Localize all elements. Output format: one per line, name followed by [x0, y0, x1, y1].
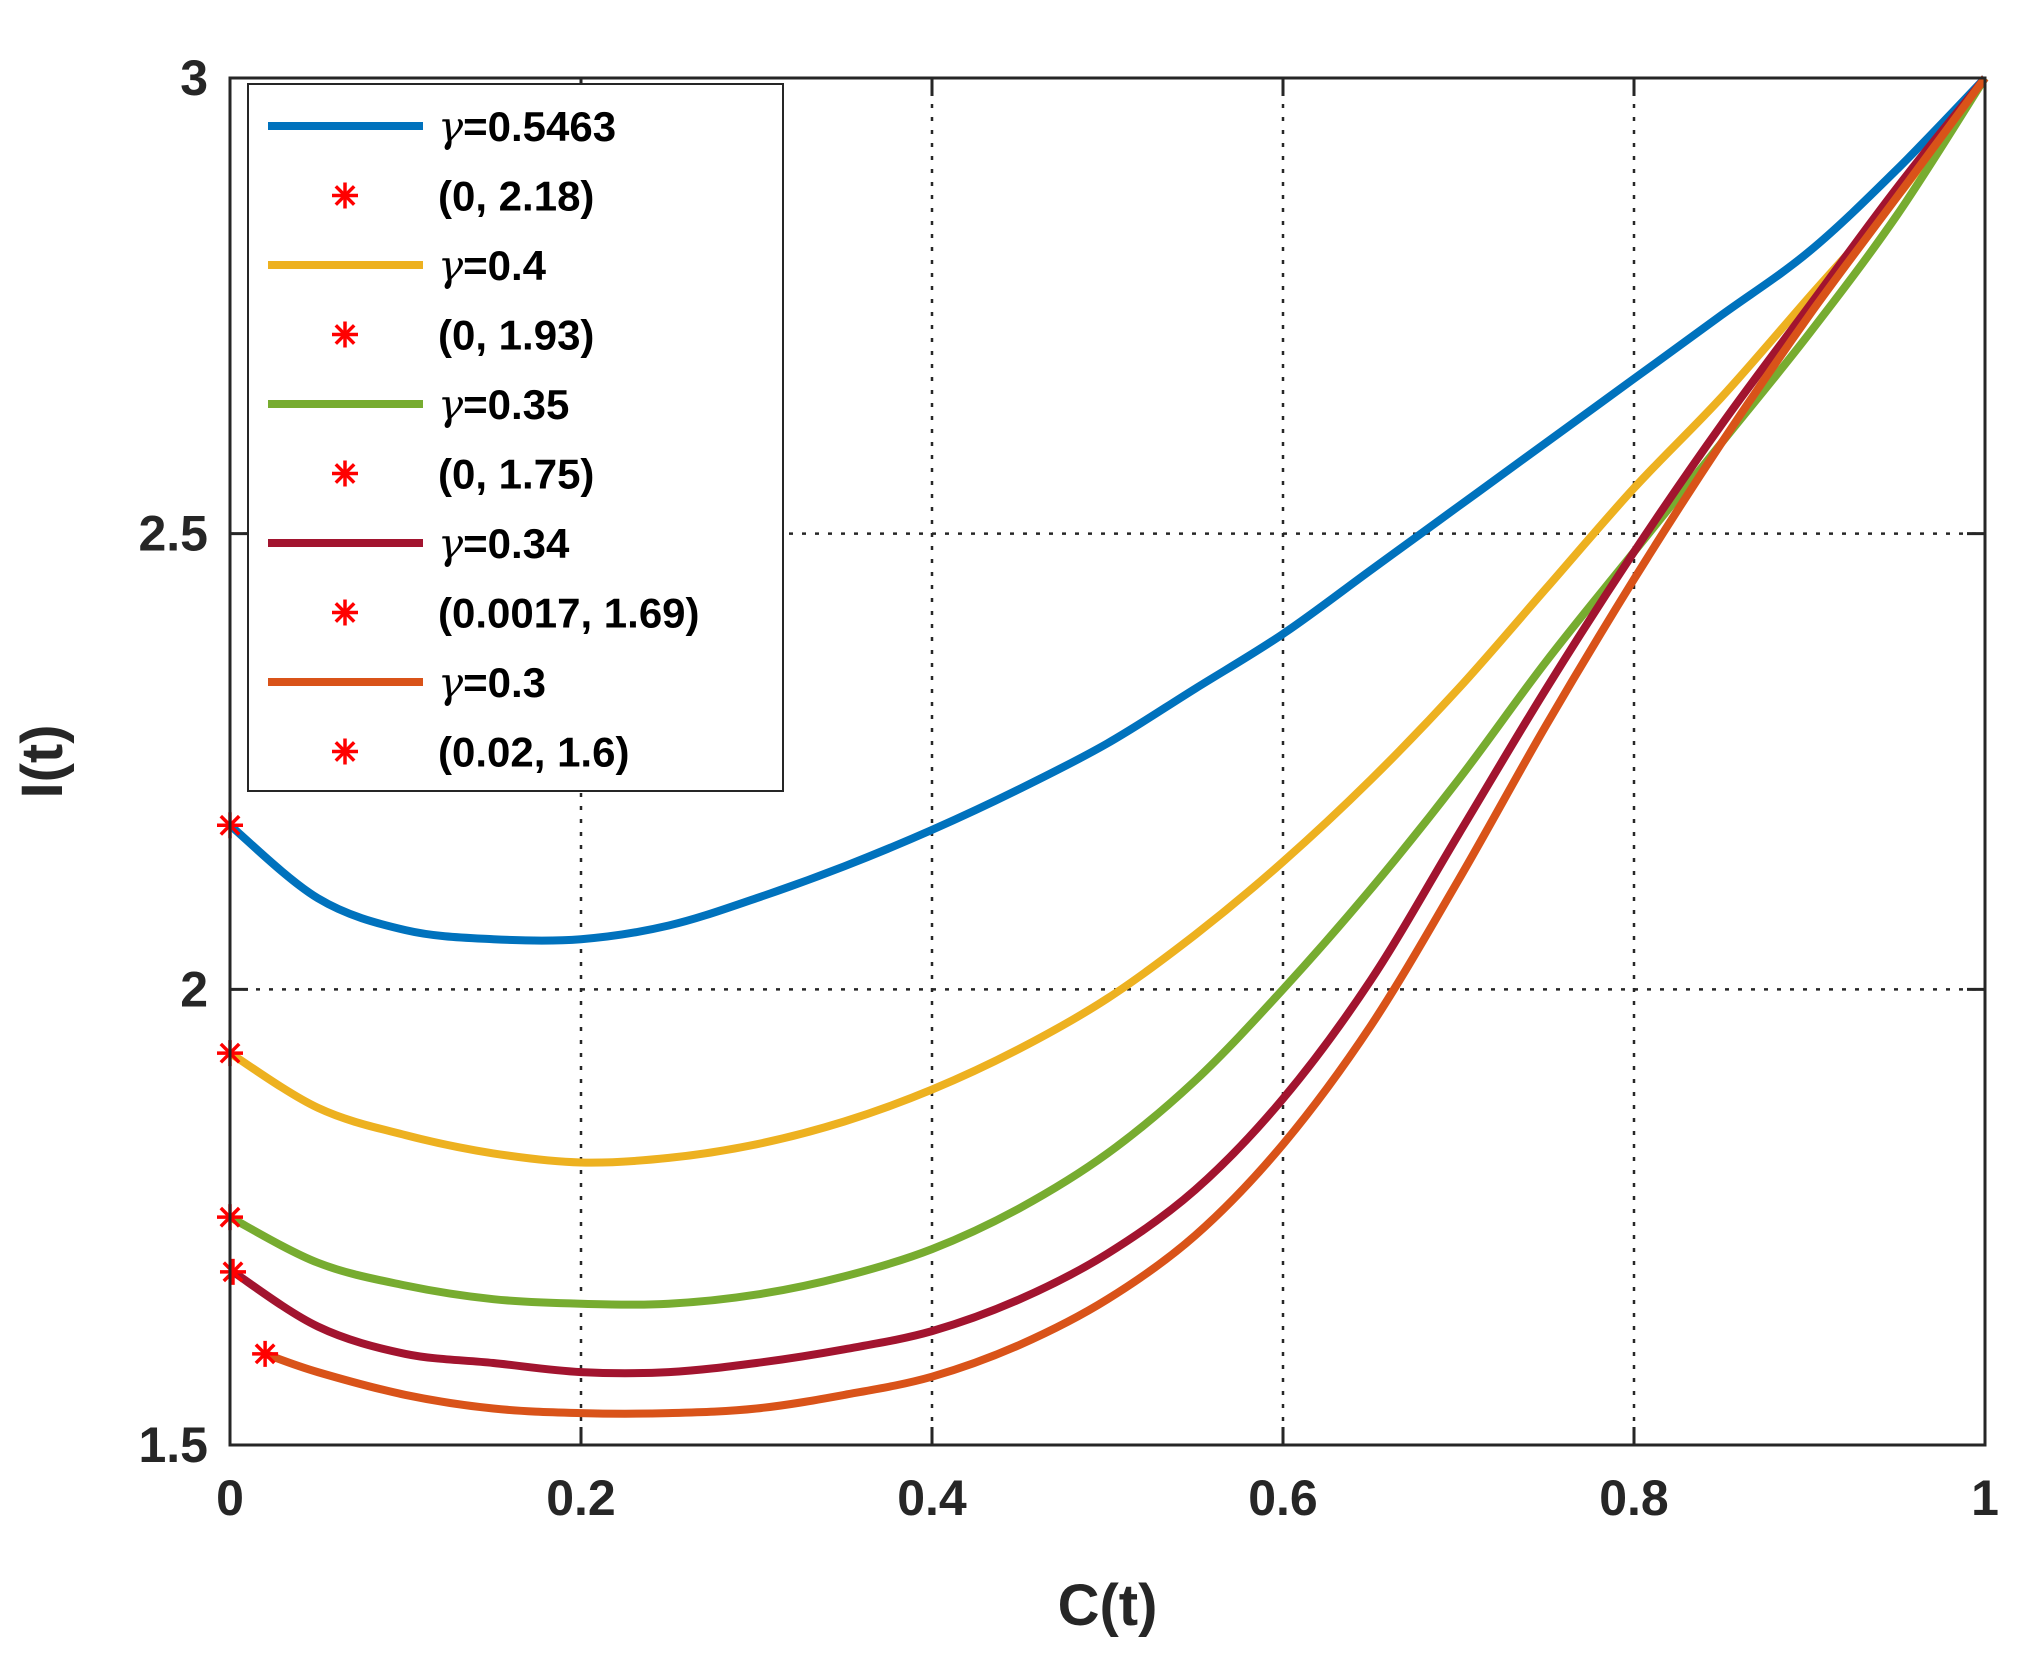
series-line-0	[227, 75, 1988, 945]
x-tick-label: 0	[216, 1470, 244, 1526]
x-axis-label: C(t)	[1058, 1573, 1158, 1638]
legend-entry-1: (0, 2.18)	[332, 173, 594, 220]
legend-entry-0: γ=0.5463	[268, 102, 616, 151]
marker-stroke	[334, 741, 356, 762]
legend-label: γ=0.5463	[438, 102, 616, 151]
series-marker-3	[219, 1258, 246, 1285]
series-layer	[227, 75, 1989, 1418]
legend-label: γ=0.3	[438, 658, 546, 707]
legend-label: (0.02, 1.6)	[438, 729, 629, 776]
series-line-4	[263, 75, 1989, 1418]
series-line-1	[227, 75, 1989, 1167]
y-tick-label: 2	[180, 961, 208, 1017]
x-tick-label: 0.6	[1248, 1470, 1318, 1526]
x-tick-label: 1	[1971, 1470, 1999, 1526]
marker-stroke	[334, 324, 356, 345]
marker-stroke	[334, 602, 356, 623]
series-line-3	[230, 75, 1989, 1378]
legend-entry-3: (0, 1.93)	[332, 312, 594, 359]
legend-label: (0, 2.18)	[438, 173, 594, 220]
marker-stroke	[334, 185, 356, 206]
legend-entry-6: γ=0.34	[268, 519, 570, 568]
legend-entry-2: γ=0.4	[268, 241, 547, 290]
legend-label: (0, 1.75)	[438, 451, 594, 498]
marker-stroke	[334, 463, 356, 484]
legend-marker-swatch	[332, 738, 358, 765]
ticks: 0 0.2 0.4 0.6 0.8 1 1.5 2 2.5 3	[138, 50, 1998, 1526]
legend-marker-swatch	[332, 321, 358, 348]
legend-marker-swatch	[332, 182, 358, 209]
legend-marker-swatch	[332, 460, 358, 487]
y-axis-label: I(t)	[10, 724, 75, 798]
x-tick-label: 0.2	[546, 1470, 616, 1526]
y-tick-label: 3	[180, 50, 208, 106]
legend-marker-swatch	[332, 599, 358, 626]
legend-label: γ=0.35	[438, 380, 569, 429]
marker-stroke	[254, 1343, 276, 1365]
legend-entry-9: (0.02, 1.6)	[332, 729, 629, 776]
x-tick-label: 0.8	[1599, 1470, 1669, 1526]
legend-label: (0.0017, 1.69)	[438, 590, 700, 637]
legend-entry-4: γ=0.35	[268, 380, 569, 429]
series-marker-4	[252, 1340, 279, 1367]
legend-entry-5: (0, 1.75)	[332, 451, 594, 498]
y-tick-label: 2.5	[138, 506, 208, 562]
x-tick-label: 0.4	[897, 1470, 967, 1526]
legend-entry-7: (0.0017, 1.69)	[332, 590, 700, 637]
legend-label: γ=0.4	[438, 241, 547, 290]
legend-label: γ=0.34	[438, 519, 570, 568]
legend-entry-8: γ=0.3	[268, 658, 546, 707]
legend: γ=0.5463 (0, 2.18) γ=0.4 (0, 1.93) γ=0.35 (0,…	[247, 83, 784, 792]
plot-frame	[228, 76, 1987, 1447]
legend-label: (0, 1.93)	[438, 312, 594, 359]
y-tick-label: 1.5	[138, 1417, 208, 1473]
marker-stroke	[222, 1261, 244, 1283]
